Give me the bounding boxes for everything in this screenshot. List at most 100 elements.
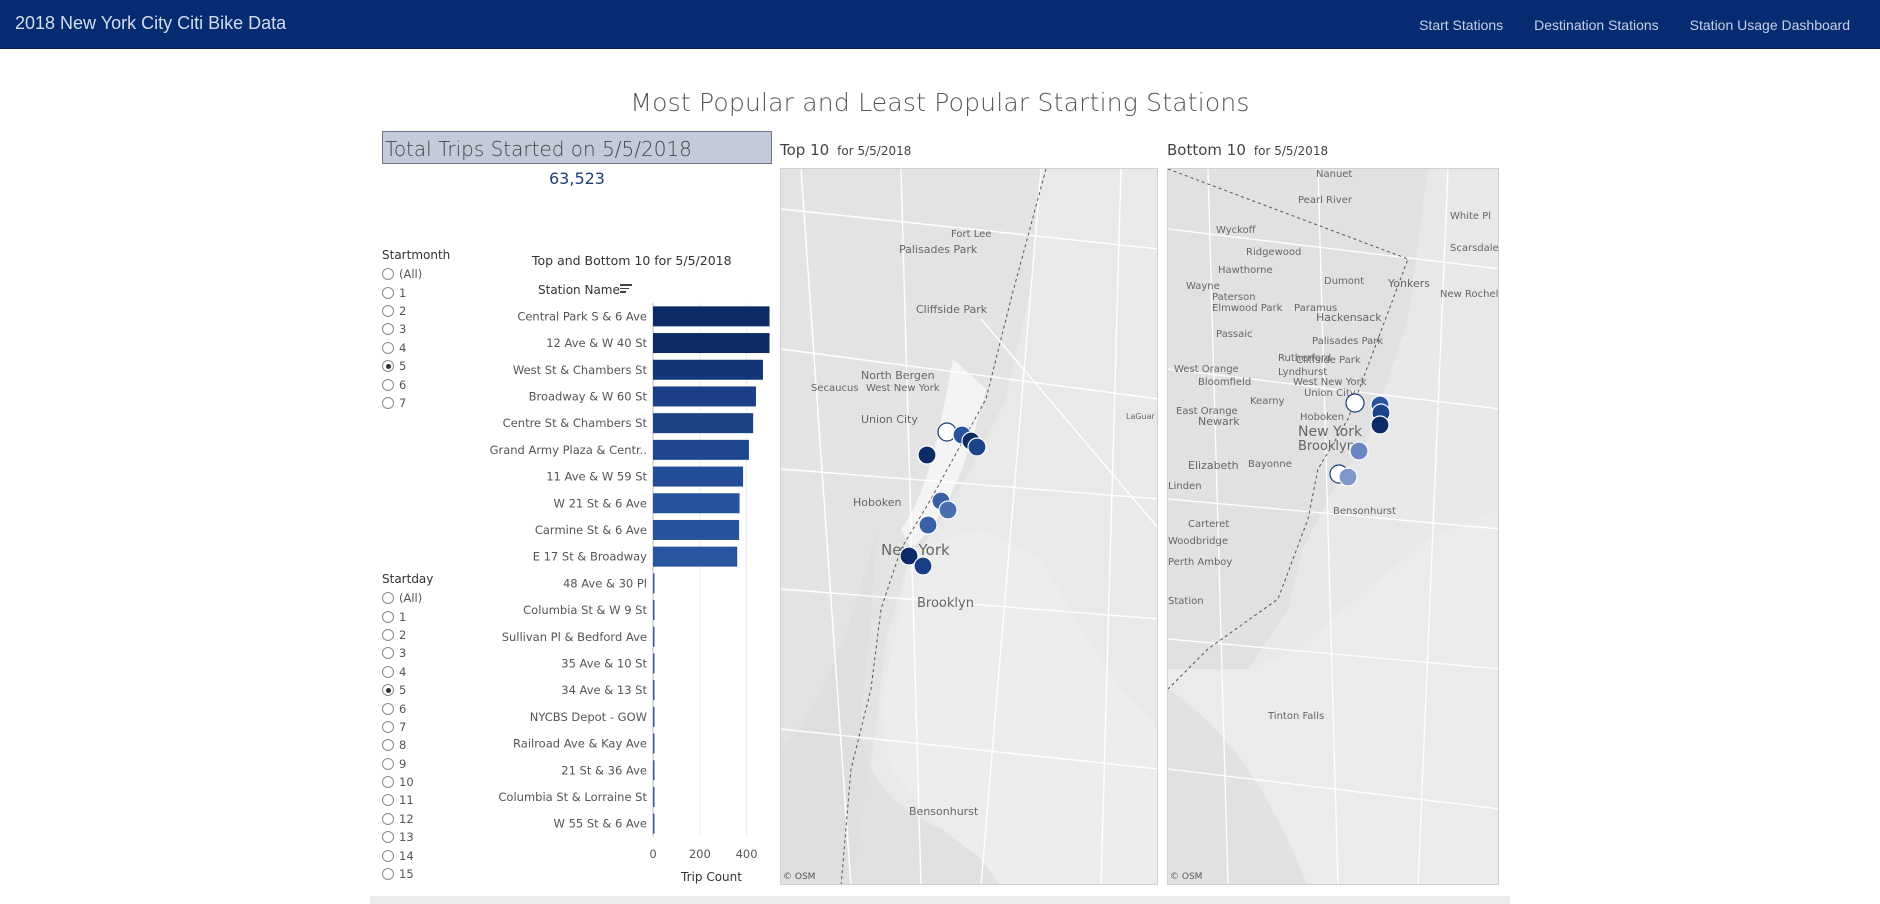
nav-link-station-usage-dashboard[interactable]: Station Usage Dashboard: [1689, 16, 1850, 33]
startmonth-option[interactable]: 2: [382, 302, 450, 320]
startday-option[interactable]: 8: [382, 736, 433, 754]
startday-option[interactable]: 2: [382, 626, 433, 644]
startday-radio[interactable]: [382, 592, 394, 605]
bar[interactable]: [653, 413, 754, 434]
startday-option[interactable]: 5: [382, 681, 433, 699]
startday-option[interactable]: 11: [382, 791, 433, 809]
startday-radio[interactable]: [382, 610, 394, 623]
startday-radio[interactable]: [382, 720, 394, 733]
startmonth-option[interactable]: (All): [382, 265, 450, 283]
startday-radio[interactable]: [382, 665, 394, 678]
bar[interactable]: [653, 306, 770, 327]
startday-option[interactable]: 6: [382, 699, 433, 717]
startday-radio[interactable]: [382, 831, 394, 844]
bar[interactable]: [653, 519, 740, 540]
station-label[interactable]: Broadway & W 60 St: [529, 389, 648, 403]
startday-option[interactable]: 3: [382, 644, 433, 662]
bar[interactable]: [653, 439, 749, 460]
startmonth-radio[interactable]: [382, 360, 394, 373]
station-label[interactable]: W 55 St & 6 Ave: [554, 817, 647, 831]
nav-link-destination-stations[interactable]: Destination Stations: [1534, 16, 1659, 33]
startmonth-radio[interactable]: [382, 304, 394, 317]
bar[interactable]: [653, 600, 655, 621]
bar[interactable]: [653, 626, 655, 647]
startmonth-radio[interactable]: [382, 341, 394, 354]
station-marker[interactable]: [1370, 415, 1390, 435]
station-label[interactable]: 48 Ave & 30 Pl: [563, 576, 647, 590]
bar[interactable]: [653, 333, 770, 354]
station-marker[interactable]: [938, 500, 958, 520]
bar[interactable]: [653, 733, 655, 754]
sort-icon[interactable]: [620, 284, 632, 294]
startday-option[interactable]: 7: [382, 718, 433, 736]
bar[interactable]: [653, 386, 756, 407]
station-label[interactable]: NYCBS Depot - GOW: [530, 710, 647, 724]
station-label[interactable]: E 17 St & Broadway: [533, 550, 647, 564]
startday-radio[interactable]: [382, 776, 394, 789]
startday-radio[interactable]: [382, 739, 394, 752]
startday-radio[interactable]: [382, 757, 394, 770]
startmonth-option[interactable]: 3: [382, 320, 450, 338]
station-label[interactable]: 12 Ave & W 40 St: [546, 336, 647, 350]
startmonth-option[interactable]: 1: [382, 283, 450, 301]
station-marker[interactable]: [913, 556, 933, 576]
startmonth-option[interactable]: 4: [382, 339, 450, 357]
startday-radio[interactable]: [382, 684, 394, 697]
station-label[interactable]: Columbia St & Lorraine St: [498, 790, 647, 804]
startday-option[interactable]: 1: [382, 607, 433, 625]
startmonth-option[interactable]: 6: [382, 375, 450, 393]
startday-option[interactable]: 14: [382, 846, 433, 864]
startday-radio[interactable]: [382, 849, 394, 862]
station-marker[interactable]: [917, 445, 937, 465]
station-name-header[interactable]: Station Name: [538, 283, 620, 297]
startday-radio[interactable]: [382, 647, 394, 660]
startday-radio[interactable]: [382, 812, 394, 825]
bar[interactable]: [653, 546, 738, 567]
footer-scroll-area[interactable]: [370, 896, 1510, 904]
station-label[interactable]: West St & Chambers St: [513, 363, 648, 377]
station-marker[interactable]: [1349, 441, 1369, 461]
bar[interactable]: [653, 466, 744, 487]
startmonth-radio[interactable]: [382, 323, 394, 336]
station-label[interactable]: Grand Army Plaza & Centr..: [490, 443, 647, 457]
station-label[interactable]: Columbia St & W 9 St: [523, 603, 647, 617]
startmonth-radio[interactable]: [382, 396, 394, 409]
station-label[interactable]: Railroad Ave & Kay Ave: [513, 737, 647, 751]
bar[interactable]: [653, 760, 655, 781]
bar[interactable]: [653, 813, 655, 834]
station-marker[interactable]: [967, 437, 987, 457]
startday-radio[interactable]: [382, 628, 394, 641]
bar[interactable]: [653, 493, 740, 514]
bar[interactable]: [653, 786, 655, 807]
station-label[interactable]: Central Park S & 6 Ave: [517, 309, 647, 323]
bar[interactable]: [653, 573, 655, 594]
station-label[interactable]: 11 Ave & W 59 St: [546, 470, 647, 484]
startday-option[interactable]: 4: [382, 663, 433, 681]
station-label[interactable]: W 21 St & 6 Ave: [554, 496, 647, 510]
bar[interactable]: [653, 706, 655, 727]
startday-option[interactable]: 9: [382, 755, 433, 773]
station-label[interactable]: Sullivan Pl & Bedford Ave: [502, 630, 647, 644]
startmonth-radio[interactable]: [382, 378, 394, 391]
startday-option[interactable]: 13: [382, 828, 433, 846]
bar[interactable]: [653, 680, 655, 701]
station-label[interactable]: 35 Ave & 10 St: [561, 656, 647, 670]
startday-option[interactable]: (All): [382, 589, 433, 607]
startday-radio[interactable]: [382, 702, 394, 715]
bottom-10-map[interactable]: Nanuet Pearl River White Pl Wyckoff Ridgewoo…: [1167, 168, 1499, 885]
station-marker[interactable]: [899, 546, 919, 566]
top-10-map[interactable]: Palisades Park Fort Lee Cliffside Park Nort…: [780, 168, 1158, 885]
startday-radio[interactable]: [382, 794, 394, 807]
station-label[interactable]: Carmine St & 6 Ave: [535, 523, 647, 537]
startday-option[interactable]: 10: [382, 773, 433, 791]
station-marker[interactable]: [918, 515, 938, 535]
startmonth-radio[interactable]: [382, 286, 394, 299]
bar[interactable]: [653, 359, 763, 380]
station-label[interactable]: 21 St & 36 Ave: [561, 763, 647, 777]
station-marker[interactable]: [1345, 393, 1365, 413]
station-marker[interactable]: [1338, 467, 1358, 487]
nav-link-start-stations[interactable]: Start Stations: [1419, 16, 1504, 33]
startmonth-option[interactable]: 5: [382, 357, 450, 375]
startday-radio[interactable]: [382, 868, 394, 881]
bar[interactable]: [653, 653, 655, 674]
